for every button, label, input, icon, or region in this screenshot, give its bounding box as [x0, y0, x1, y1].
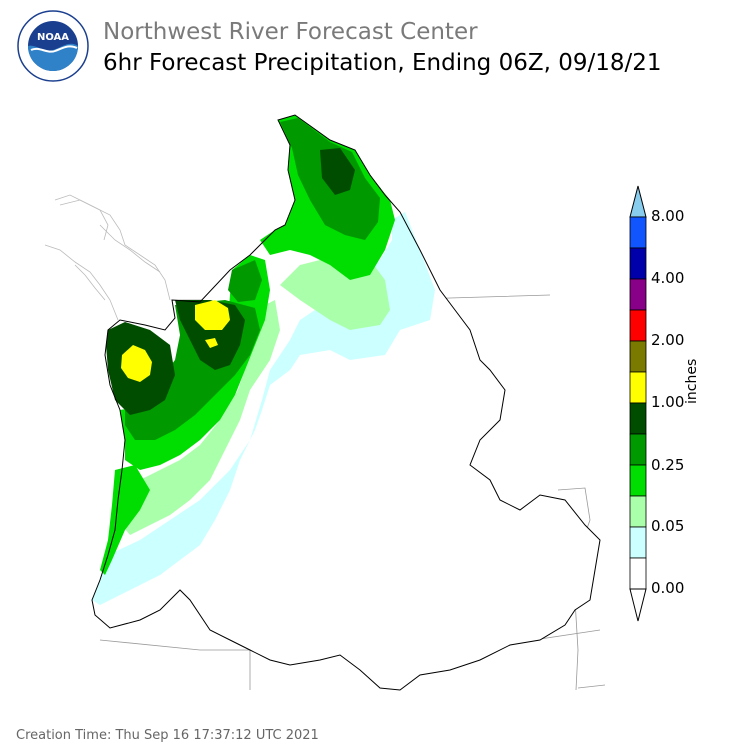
agency-title: Northwest River Forecast Center — [103, 19, 478, 45]
legend-label-2: 2.00 — [651, 331, 685, 349]
noaa-logo-text: NOAA — [37, 32, 69, 43]
noaa-logo-icon: NOAA — [17, 10, 89, 82]
legend-label-0: 0.00 — [651, 579, 685, 597]
precip-heavy-3 — [228, 260, 262, 302]
precip-yellow-3 — [205, 338, 218, 348]
legend-label-4: 4.00 — [651, 269, 685, 287]
precip-light-2 — [118, 300, 280, 535]
creation-time: Creation Time: Thu Sep 16 17:37:12 UTC 2… — [16, 728, 319, 743]
precip-yellow-2 — [195, 300, 230, 330]
product-title: 6hr Forecast Precipitation, Ending 06Z, … — [103, 50, 662, 76]
legend-label-8: 8.00 — [651, 207, 685, 225]
canada-coastline — [44, 194, 171, 321]
precip-yellow — [121, 345, 152, 382]
legend-label-025: 0.25 — [651, 456, 685, 474]
precip-medium-3 — [100, 465, 150, 575]
legend-label-005: 0.05 — [651, 517, 685, 535]
legend-units: inches — [684, 358, 700, 404]
precip-very-heavy-3 — [320, 148, 355, 195]
basin-border — [91, 114, 601, 691]
basin-region — [92, 115, 600, 690]
legend-label-1: 1.00 — [651, 393, 685, 411]
